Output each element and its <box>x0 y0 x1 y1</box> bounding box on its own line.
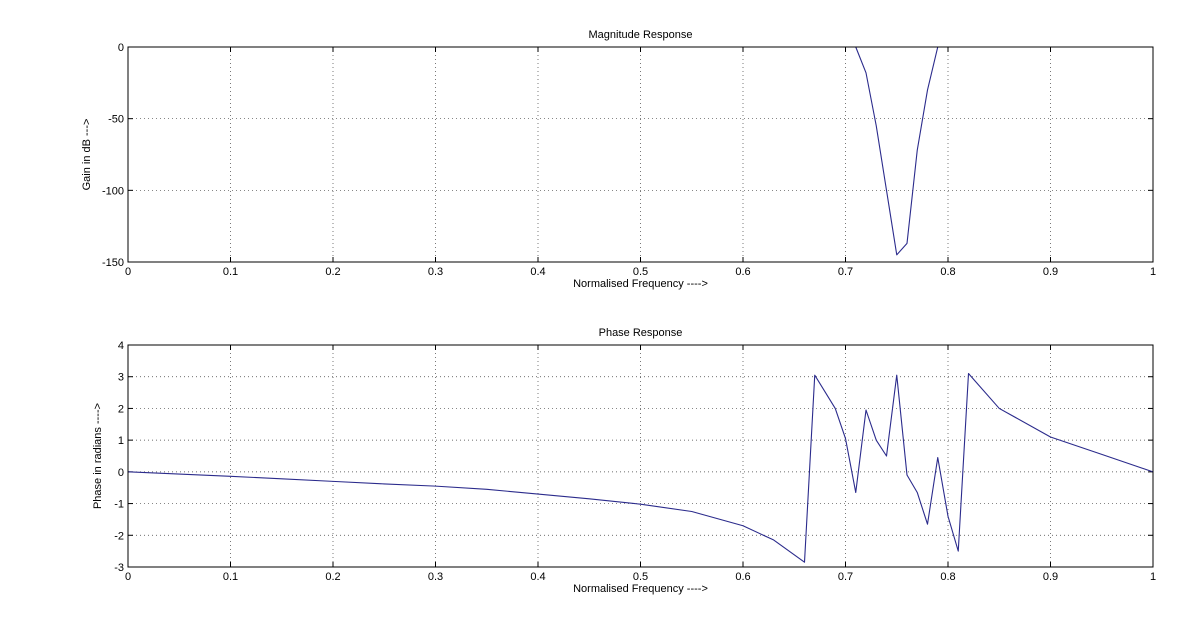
phase-x-axis-label: Normalised Frequency ----> <box>573 583 708 595</box>
phase-chart-title: Phase Response <box>599 327 683 339</box>
magnitude-x-tick-label: 0.5 <box>633 266 648 278</box>
phase-x-tick-label: 0.6 <box>735 571 750 583</box>
magnitude-axes-frame <box>127 46 1154 263</box>
phase-y-tick-label: -3 <box>114 562 124 574</box>
phase-y-tick-label: 0 <box>118 467 124 479</box>
magnitude-chart-title: Magnitude Response <box>589 29 693 41</box>
phase-series-line <box>127 372 1154 563</box>
phase-y-axis-label: Phase in radians ----> <box>92 403 104 509</box>
phase-y-tick-label: 1 <box>118 435 124 447</box>
phase-x-tick-label: 0 <box>125 571 131 583</box>
magnitude-x-tick-label: 0.9 <box>1043 266 1058 278</box>
magnitude-response-plot: 0 0.1 0.2 0.3 0.4 0.5 0.6 0.7 0.8 0.9 1 -150 -100 -50… <box>81 29 1156 290</box>
phase-response-plot: 0 0.1 0.2 0.3 0.4 0.5 0.6 0.7 0.8 0.9 1 -3 -2 -1 0 1 2 3 4… <box>92 327 1156 595</box>
phase-y-tick-label: 4 <box>118 340 124 352</box>
magnitude-x-tick-label: 0.6 <box>735 266 750 278</box>
magnitude-y-tick-label: -50 <box>108 114 124 126</box>
phase-x-tick-label: 0.4 <box>530 571 545 583</box>
magnitude-x-tick-label: 0 <box>125 266 131 278</box>
magnitude-y-axis-label: Gain in dB ---> <box>81 119 93 191</box>
phase-y-tick-label: -2 <box>114 530 124 542</box>
phase-y-tick-label: 3 <box>118 372 124 384</box>
magnitude-x-tick-label: 0.3 <box>428 266 443 278</box>
phase-x-tick-label: 0.3 <box>428 571 443 583</box>
phase-axes-frame <box>127 344 1154 568</box>
magnitude-x-axis-label: Normalised Frequency ----> <box>573 278 708 290</box>
magnitude-x-tick-label: 1 <box>1150 266 1156 278</box>
magnitude-y-tick-label: -100 <box>102 185 124 197</box>
magnitude-x-tick-label: 0.4 <box>530 266 545 278</box>
phase-x-tick-label: 0.8 <box>940 571 955 583</box>
magnitude-x-tick-label: 0.7 <box>838 266 853 278</box>
phase-x-tick-label: 0.9 <box>1043 571 1058 583</box>
magnitude-x-tick-label: 0.2 <box>325 266 340 278</box>
phase-x-tick-label: 0.2 <box>325 571 340 583</box>
phase-y-tick-label: -1 <box>114 499 124 511</box>
phase-y-tick-label: 2 <box>118 403 124 415</box>
magnitude-y-tick-label: -150 <box>102 257 124 269</box>
phase-x-tick-label: 1 <box>1150 571 1156 583</box>
magnitude-x-tick-label: 0.8 <box>940 266 955 278</box>
phase-x-tick-label: 0.5 <box>633 571 648 583</box>
phase-x-tick-label: 0.1 <box>223 571 238 583</box>
magnitude-y-tick-label: 0 <box>118 42 124 54</box>
phase-x-tick-label: 0.7 <box>838 571 853 583</box>
magnitude-x-tick-label: 0.1 <box>223 266 238 278</box>
magnitude-plot-area <box>128 47 1153 262</box>
